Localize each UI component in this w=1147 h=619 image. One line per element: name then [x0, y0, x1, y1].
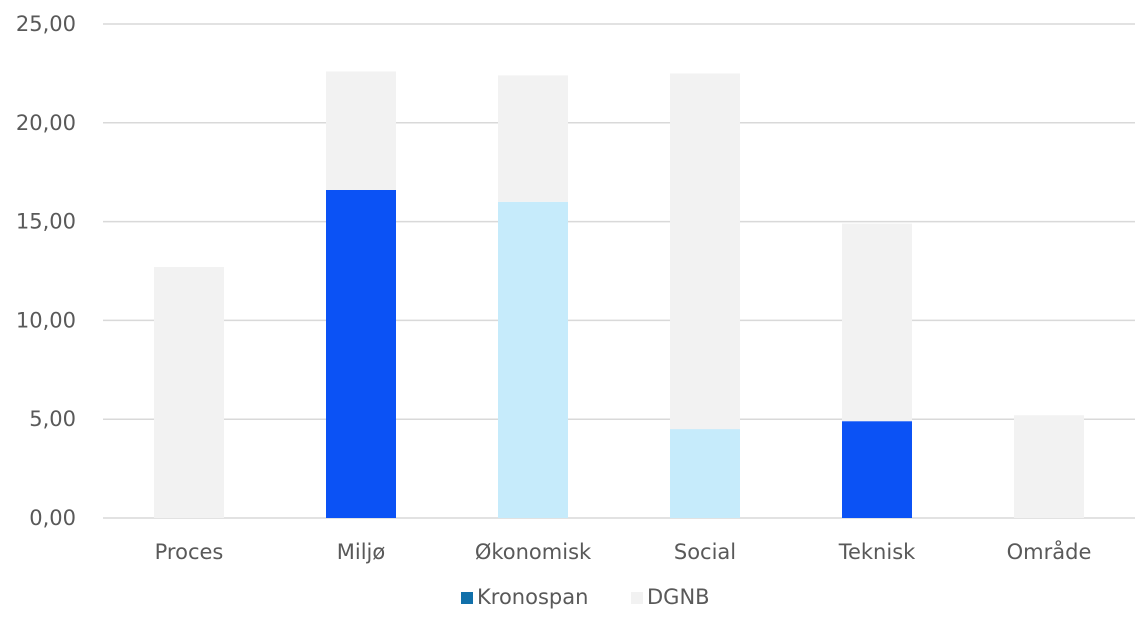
bar-dgnb-1: [326, 71, 396, 190]
y-tick-label: 10,00: [16, 308, 76, 332]
bar-kronospan-2: [498, 201, 568, 518]
bar-dgnb-5: [1014, 415, 1084, 518]
x-tick-label: Område: [1007, 539, 1092, 564]
x-tick-label: Social: [674, 540, 736, 564]
y-tick-label: 20,00: [16, 111, 76, 135]
legend: Kronospan DGNB: [461, 585, 710, 609]
y-axis-tick-labels: 0,00 5,00 10,00 15,00 20,00 25,00: [16, 12, 76, 530]
y-tick-label: 5,00: [29, 407, 76, 431]
y-tick-label: 0,00: [29, 506, 76, 530]
bar-dgnb-2: [498, 75, 568, 202]
x-tick-label: Miljø: [337, 540, 386, 564]
bar-kronospan-4: [842, 421, 912, 518]
y-tick-label: 15,00: [16, 210, 76, 234]
legend-label-dgnb: DGNB: [647, 585, 710, 609]
legend-swatch-dgnb: [631, 592, 643, 604]
bar-dgnb-3: [670, 73, 740, 430]
legend-swatch-kronospan: [461, 592, 473, 604]
gridlines: [103, 23, 1135, 519]
bar-dgnb-4: [842, 223, 912, 422]
bar-dgnb-0: [154, 267, 224, 518]
x-tick-label: Teknisk: [838, 540, 916, 564]
bar-kronospan-3: [670, 429, 740, 518]
x-axis-tick-labels: Proces Miljø Økonomisk Social Teknisk Område: [155, 539, 1092, 564]
legend-label-kronospan: Kronospan: [477, 585, 588, 609]
bars: [154, 71, 1084, 518]
x-tick-label: Proces: [155, 540, 224, 564]
x-tick-label: Økonomisk: [475, 540, 592, 564]
y-tick-label: 25,00: [16, 12, 76, 36]
bar-kronospan-1: [326, 189, 396, 518]
